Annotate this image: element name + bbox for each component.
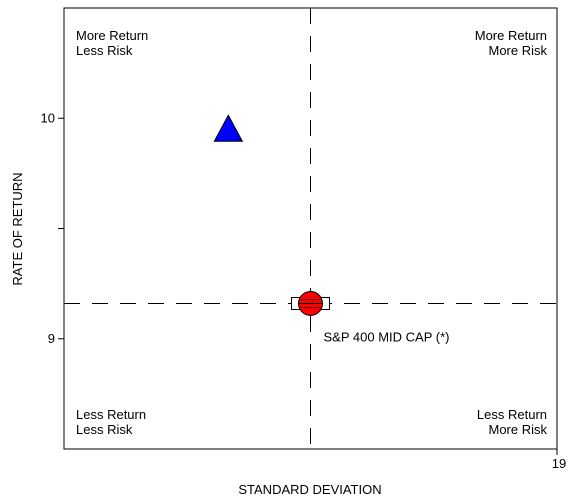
quadrant-label-bottom-right: More Risk	[488, 422, 547, 437]
quadrant-label-bottom-left: Less Return	[76, 407, 146, 422]
quadrant-label-bottom-right: Less Return	[477, 407, 547, 422]
quadrant-label-top-right: More Return	[475, 28, 547, 43]
point-label: S&P 400 MID CAP (*)	[324, 329, 450, 344]
x-axis-title: STANDARD DEVIATION	[238, 482, 381, 497]
triangle-point	[213, 114, 244, 142]
y-axis-title: RATE OF RETURN	[10, 172, 25, 285]
quadrant-label-top-left: More Return	[76, 28, 148, 43]
x-axis-ticks: 19	[552, 449, 566, 471]
reference-lines	[64, 8, 557, 449]
quadrant-label-top-right: More Risk	[488, 43, 547, 58]
y-tick-label: 9	[48, 331, 55, 346]
x-tick-label: 19	[552, 456, 566, 471]
data-points: S&P 400 MID CAP (*)	[213, 114, 450, 344]
quadrant-label-bottom-left: Less Risk	[76, 422, 133, 437]
y-tick-label: 10	[41, 110, 55, 125]
y-axis-ticks: 9 10	[41, 110, 64, 346]
quadrant-label-top-left: Less Risk	[76, 43, 133, 58]
